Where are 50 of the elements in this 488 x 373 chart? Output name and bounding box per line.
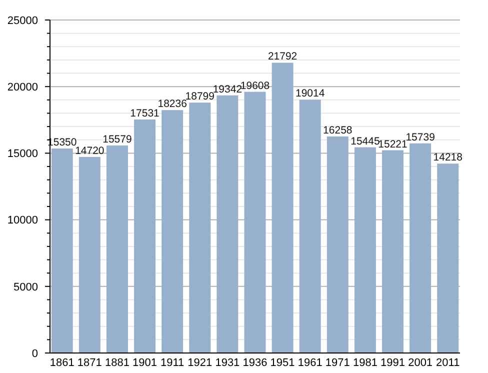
data-label: 19342	[212, 83, 242, 96]
y-tick-label: 20000	[7, 81, 38, 94]
bar	[437, 164, 459, 353]
x-tick-label: 1901	[132, 357, 158, 369]
data-label: 19014	[296, 88, 325, 100]
bar	[326, 136, 348, 353]
bar	[106, 145, 128, 353]
x-tick-label: 1961	[298, 357, 322, 369]
data-label: 15739	[406, 131, 436, 144]
bar	[51, 148, 73, 353]
bar	[162, 110, 184, 353]
x-tick-label: 1951	[270, 357, 295, 369]
y-tick-label: 5000	[14, 281, 38, 294]
data-label: 18236	[158, 98, 188, 110]
x-tick-label: 1931	[215, 357, 240, 369]
bar	[78, 156, 100, 353]
data-label: 15445	[350, 135, 380, 148]
y-tick-label: 25000	[7, 14, 38, 27]
bar	[354, 147, 376, 353]
y-tick-label: 10000	[7, 214, 38, 227]
x-tick-label: 1911	[160, 357, 184, 369]
x-tick-label: 1881	[104, 357, 130, 369]
data-label: 16258	[323, 124, 352, 136]
x-tick-label: 1861	[50, 357, 74, 369]
data-label: 15579	[102, 133, 132, 146]
x-tick-label: 1981	[352, 357, 378, 369]
bar	[382, 150, 404, 353]
y-tick-label: 15000	[7, 148, 38, 160]
data-label: 14218	[433, 152, 463, 164]
bar	[134, 119, 156, 353]
bar	[410, 143, 432, 353]
y-tick-label: 0	[32, 348, 38, 360]
data-label: 21792	[268, 50, 298, 63]
data-label: 17531	[130, 107, 160, 120]
data-label: 15221	[378, 138, 408, 150]
x-tick-label: 1971	[325, 357, 350, 369]
bar	[244, 92, 266, 353]
bar	[299, 100, 321, 353]
bar	[189, 102, 211, 353]
data-label: 18799	[185, 90, 215, 103]
data-label: 14720	[75, 144, 104, 157]
x-tick-label: 1921	[188, 357, 212, 369]
x-tick-label: 2011	[436, 357, 460, 369]
x-tick-label: 1991	[380, 357, 406, 369]
bar	[216, 95, 238, 353]
x-tick-label: 1936	[242, 357, 268, 369]
x-tick-label: 2001	[408, 357, 433, 369]
bar	[272, 62, 294, 353]
x-tick-label: 1871	[77, 357, 102, 369]
data-label: 19608	[240, 80, 270, 92]
